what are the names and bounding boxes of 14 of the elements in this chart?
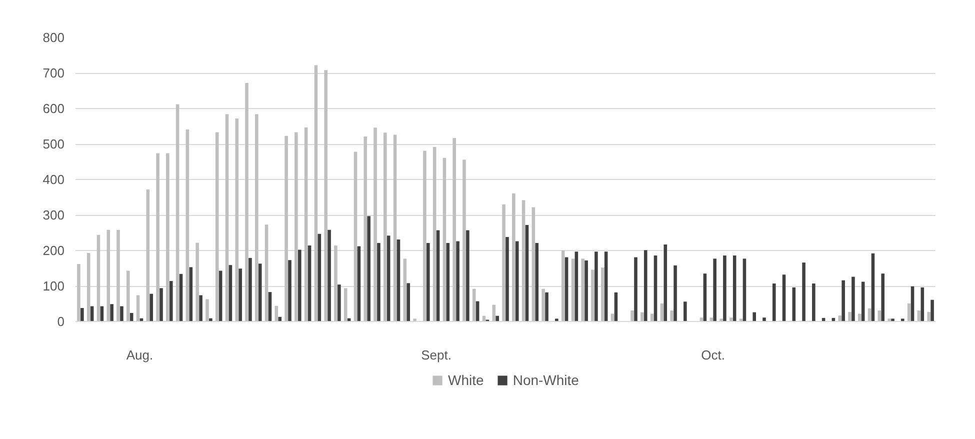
legend-label: White <box>448 372 484 388</box>
x-tick-label: Aug. <box>126 348 154 362</box>
y-tick-label: 0 <box>57 314 65 329</box>
x-tick-label: Oct. <box>701 348 726 362</box>
y-tick-label: 300 <box>42 208 65 222</box>
legend-label: Non-White <box>512 372 579 388</box>
y-tick-label: 500 <box>42 136 65 152</box>
y-tick-label: 100 <box>42 278 65 294</box>
x-tick-label: Sept. <box>421 348 452 362</box>
y-tick-label: 600 <box>42 101 65 116</box>
y-tick-label: 200 <box>42 243 65 258</box>
y-tick-label: 700 <box>42 66 65 80</box>
y-tick-label: 800 <box>42 30 65 45</box>
y-tick-label: 400 <box>42 172 65 187</box>
